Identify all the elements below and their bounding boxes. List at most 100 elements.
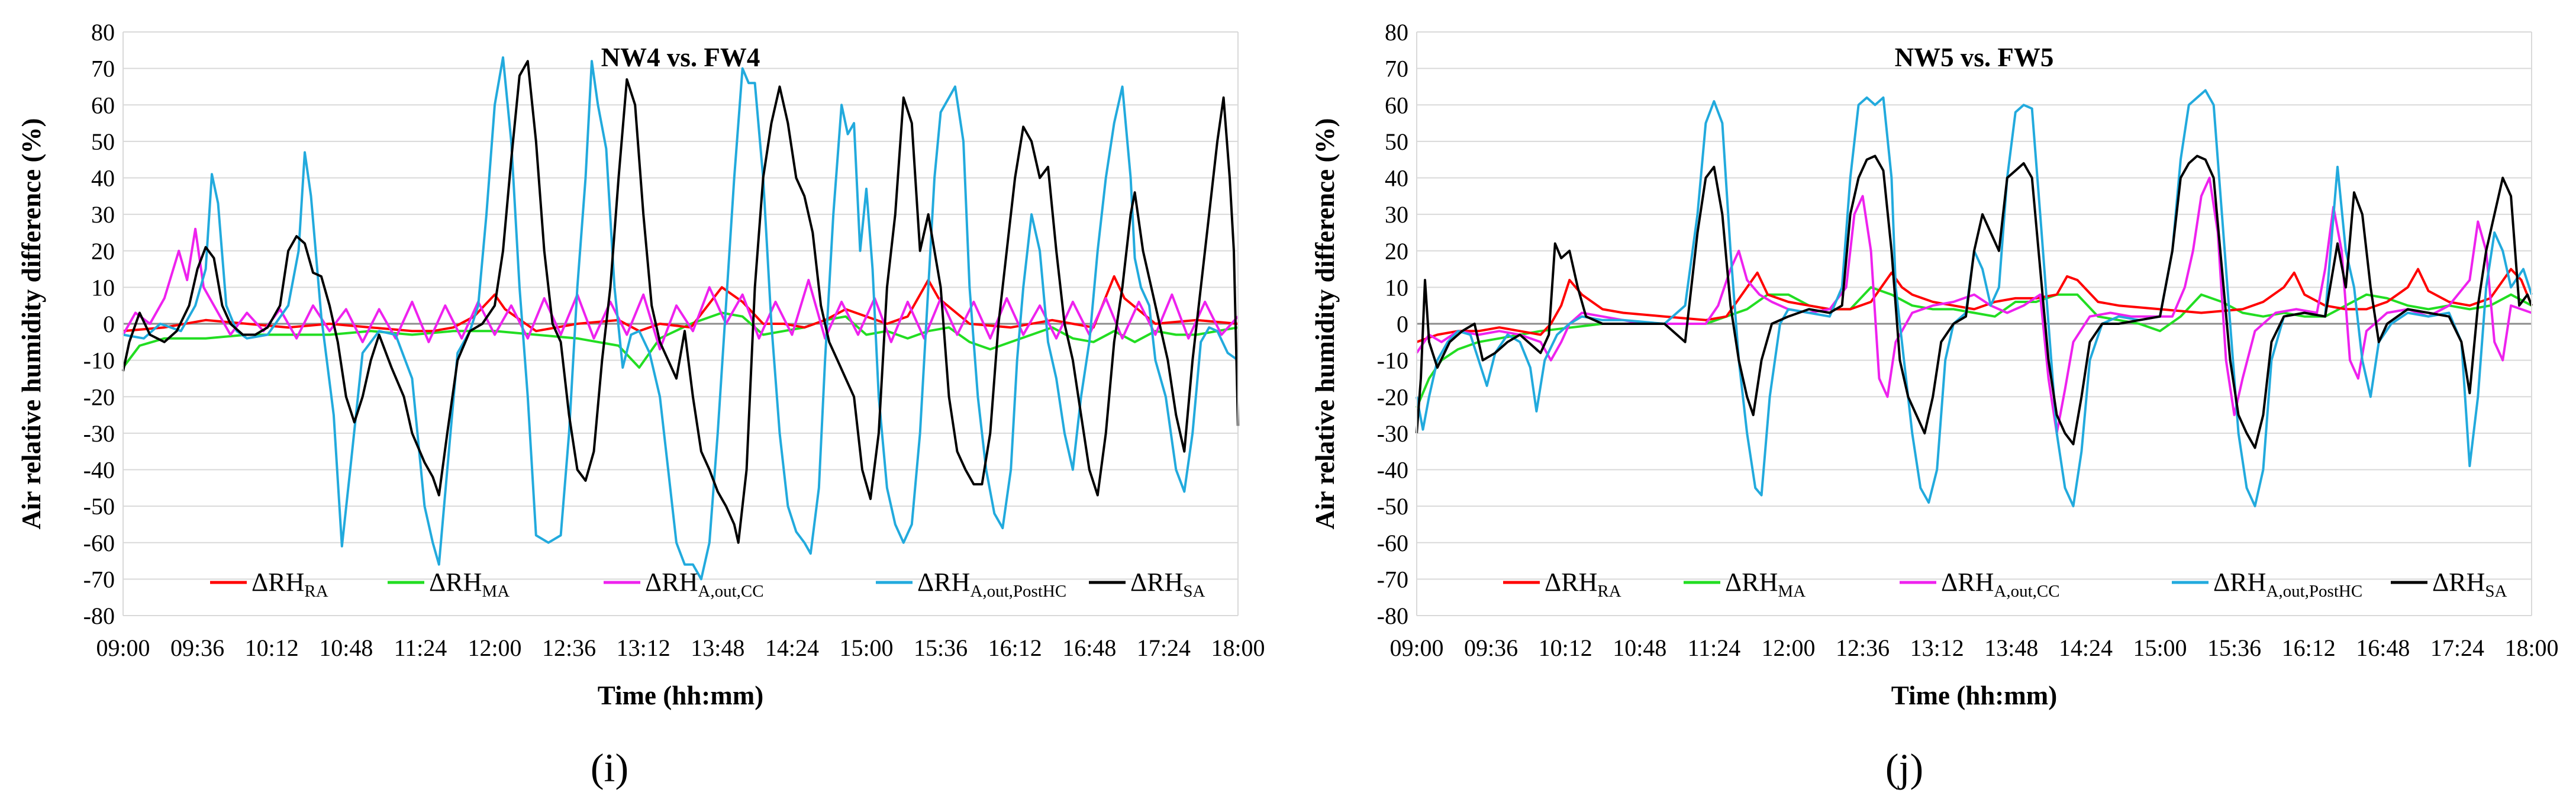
- legend-label: ΔRHRA: [1545, 568, 1621, 601]
- legend-label: ΔRHSA: [1130, 568, 1205, 601]
- y-tick-label: 10: [1385, 274, 1408, 301]
- y-tick-label: 70: [1385, 56, 1408, 82]
- y-tick-label: -10: [1377, 347, 1408, 374]
- y-tick-label: -50: [83, 493, 115, 520]
- series-line-posthc: [1416, 89, 2533, 508]
- panel-label: (j): [1885, 745, 1923, 790]
- x-tick-label: 16:48: [2356, 635, 2410, 661]
- x-tick-label: 15:00: [2133, 635, 2187, 661]
- y-tick-label: -10: [83, 347, 115, 374]
- y-tick-label: 10: [91, 274, 115, 301]
- x-tick-label: 12:00: [1761, 635, 1815, 661]
- legend-item-ma: ΔRHMA: [1684, 568, 1806, 601]
- x-tick-label: 13:12: [1910, 635, 1964, 661]
- legend-label: ΔRHMA: [1725, 568, 1806, 601]
- y-tick-label: 80: [91, 19, 115, 46]
- y-tick-label: 20: [91, 238, 115, 265]
- x-tick-label: 12:00: [468, 635, 521, 661]
- y-tick-label: 0: [1397, 311, 1408, 337]
- legend-item-cc: ΔRHA,out,CC: [604, 568, 764, 601]
- legend: ΔRHRA ΔRHMA ΔRHA,out,CC ΔRHA,out,PostHC ΔRHS…: [1503, 568, 2507, 601]
- chart-panel-j: -80 -70 -60 -50 -40 -30 -20 -10 0 10 20 30 40 50 60 70 8…: [1310, 19, 2559, 790]
- legend-item-sa: ΔRHSA: [1089, 568, 1205, 601]
- legend-label: ΔRHA,out,CC: [645, 568, 764, 601]
- y-tick-label: -60: [1377, 530, 1408, 556]
- x-tick-label: 09:00: [96, 635, 150, 661]
- y-tick-label: 0: [103, 311, 115, 337]
- y-tick-label: -30: [1377, 420, 1408, 447]
- x-axis-title: Time (hh:mm): [598, 681, 763, 710]
- y-tick-label: -40: [1377, 457, 1408, 484]
- y-tick-label: -20: [83, 384, 115, 410]
- x-tick-label: 09:36: [170, 635, 224, 661]
- panel-label: (i): [591, 745, 628, 790]
- x-tick-label: 16:12: [988, 635, 1042, 661]
- legend-item-ra: ΔRHRA: [1503, 568, 1621, 601]
- x-tick-label: 12:36: [542, 635, 596, 661]
- series-line-ma: [1416, 286, 2532, 408]
- x-tick-label: 11:24: [1688, 635, 1741, 661]
- y-tick-label: -80: [83, 603, 115, 629]
- x-tick-label: 13:12: [617, 635, 670, 661]
- legend-item-sa: ΔRHSA: [2391, 568, 2507, 601]
- x-tick-label: 16:48: [1062, 635, 1116, 661]
- legend-item-posthc: ΔRHA,out,PostHC: [2172, 568, 2362, 601]
- x-tick-label: 10:48: [319, 635, 373, 661]
- x-tick-label: 15:00: [839, 635, 893, 661]
- y-tick-label: 50: [91, 128, 115, 155]
- legend: ΔRHRA ΔRHMA ΔRHA,out,CC ΔRHA,out,PostHC ΔRHS…: [210, 568, 1205, 601]
- chart-panel-i: -80 -70 -60 -50 -40 -30 -20 -10 0 10 20 30 40 50 60 70 8…: [17, 19, 1265, 790]
- x-tick-label: 18:00: [2504, 635, 2558, 661]
- y-tick-label: -30: [83, 420, 115, 447]
- y-tick-label: 20: [1385, 238, 1408, 265]
- y-axis-title: Air relative humidity difference (%): [1310, 118, 1340, 530]
- series-line-sa: [122, 60, 1239, 544]
- legend-item-ma: ΔRHMA: [388, 568, 510, 601]
- x-tick-label: 16:12: [2282, 635, 2336, 661]
- x-tick-label: 14:24: [2059, 635, 2113, 661]
- y-tick-label: -20: [1377, 384, 1408, 410]
- chart-title: NW4 vs. FW4: [601, 43, 760, 72]
- x-tick-label: 13:48: [691, 635, 744, 661]
- series-line-posthc: [122, 56, 1239, 581]
- series-line-sa: [1416, 154, 2533, 449]
- x-tick-label: 13:48: [1984, 635, 2038, 661]
- y-tick-label: 60: [91, 92, 115, 118]
- y-tick-label: -80: [1377, 603, 1408, 629]
- y-tick-label: -70: [1377, 566, 1408, 593]
- y-axis-title: Air relative humidity difference (%): [17, 118, 46, 530]
- y-tick-label: 80: [1385, 19, 1408, 46]
- legend-label: ΔRHMA: [429, 568, 510, 601]
- x-tick-label: 17:24: [2430, 635, 2484, 661]
- x-tick-label: 09:36: [1464, 635, 1518, 661]
- x-tick-label: 15:36: [914, 635, 968, 661]
- legend-item-ra: ΔRHRA: [210, 568, 328, 601]
- legend-label: ΔRHSA: [2432, 568, 2507, 601]
- y-tick-label: 30: [91, 201, 115, 228]
- legend-label: ΔRHA,out,PostHC: [917, 568, 1066, 601]
- y-tick-label: -70: [83, 566, 115, 593]
- y-tick-label: 40: [91, 165, 115, 192]
- x-tick-label: 11:24: [394, 635, 447, 661]
- legend-item-posthc: ΔRHA,out,PostHC: [876, 568, 1066, 601]
- x-tick-label: 10:48: [1613, 635, 1666, 661]
- x-axis-title: Time (hh:mm): [1891, 681, 2057, 710]
- legend-item-cc: ΔRHA,out,CC: [1900, 568, 2060, 601]
- x-tick-label: 10:12: [245, 635, 299, 661]
- x-tick-label: 14:24: [765, 635, 819, 661]
- chart-title: NW5 vs. FW5: [1895, 43, 2054, 72]
- y-tick-label: -60: [83, 530, 115, 556]
- legend-label: ΔRHRA: [252, 568, 328, 601]
- x-tick-label: 10:12: [1539, 635, 1592, 661]
- x-tick-label: 12:36: [1836, 635, 1890, 661]
- y-tick-label: 50: [1385, 128, 1408, 155]
- y-tick-label: -50: [1377, 493, 1408, 520]
- x-tick-label: 17:24: [1137, 635, 1191, 661]
- legend-label: ΔRHA,out,CC: [1941, 568, 2060, 601]
- y-tick-label: 30: [1385, 201, 1408, 228]
- y-tick-label: 40: [1385, 165, 1408, 192]
- series-line-ra: [1416, 268, 2533, 343]
- x-tick-label: 09:00: [1389, 635, 1443, 661]
- y-tick-label: 70: [91, 56, 115, 82]
